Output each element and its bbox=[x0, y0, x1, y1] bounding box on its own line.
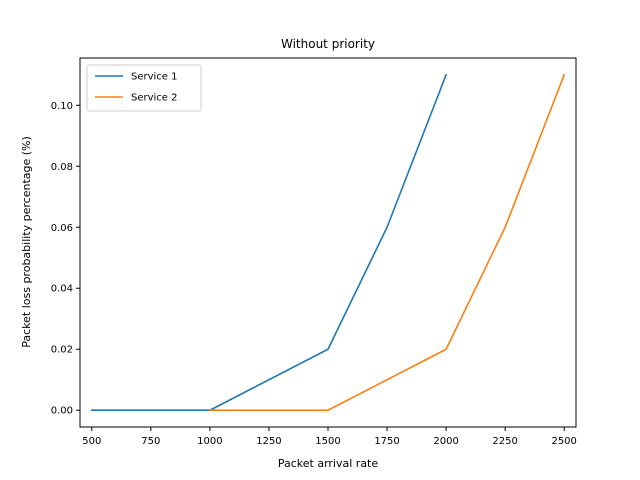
y-tick-label: 0.06 bbox=[51, 223, 73, 234]
legend: Service 1 Service 2 bbox=[86, 64, 202, 112]
x-tick-label: 1250 bbox=[256, 436, 281, 447]
axes-frame bbox=[79, 57, 577, 428]
y-axis-label: Packet loss probability percentage (%) bbox=[20, 136, 33, 348]
y-tick-label: 0.02 bbox=[51, 345, 73, 356]
legend-label-2: Service 2 bbox=[131, 93, 178, 104]
x-tick-label: 500 bbox=[82, 436, 101, 447]
x-tick-label: 750 bbox=[141, 436, 160, 447]
x-tick-label: 1500 bbox=[315, 436, 340, 447]
chart-title: Without priority bbox=[281, 37, 375, 51]
series-line-2 bbox=[209, 73, 566, 412]
y-tick-label: 0.00 bbox=[51, 406, 73, 417]
y-tick-label: 0.08 bbox=[51, 162, 73, 173]
legend-label-1: Service 1 bbox=[131, 72, 178, 83]
series-line-1 bbox=[91, 73, 448, 412]
x-axis-label: Packet arrival rate bbox=[278, 457, 379, 470]
x-tick-label: 1000 bbox=[197, 436, 222, 447]
plot-area bbox=[91, 73, 566, 412]
x-tick-label: 1750 bbox=[374, 436, 399, 447]
y-tick-label: 0.10 bbox=[51, 101, 73, 112]
x-tick-label: 2000 bbox=[433, 436, 458, 447]
x-tick-label: 2500 bbox=[551, 436, 576, 447]
y-axis: 0.00 0.02 0.04 0.06 0.08 0.10 bbox=[51, 101, 80, 417]
x-axis: 500 750 1000 1250 1500 1750 2000 2250 2500 bbox=[82, 427, 577, 447]
x-tick-label: 2250 bbox=[492, 436, 517, 447]
y-tick-label: 0.04 bbox=[51, 284, 73, 295]
